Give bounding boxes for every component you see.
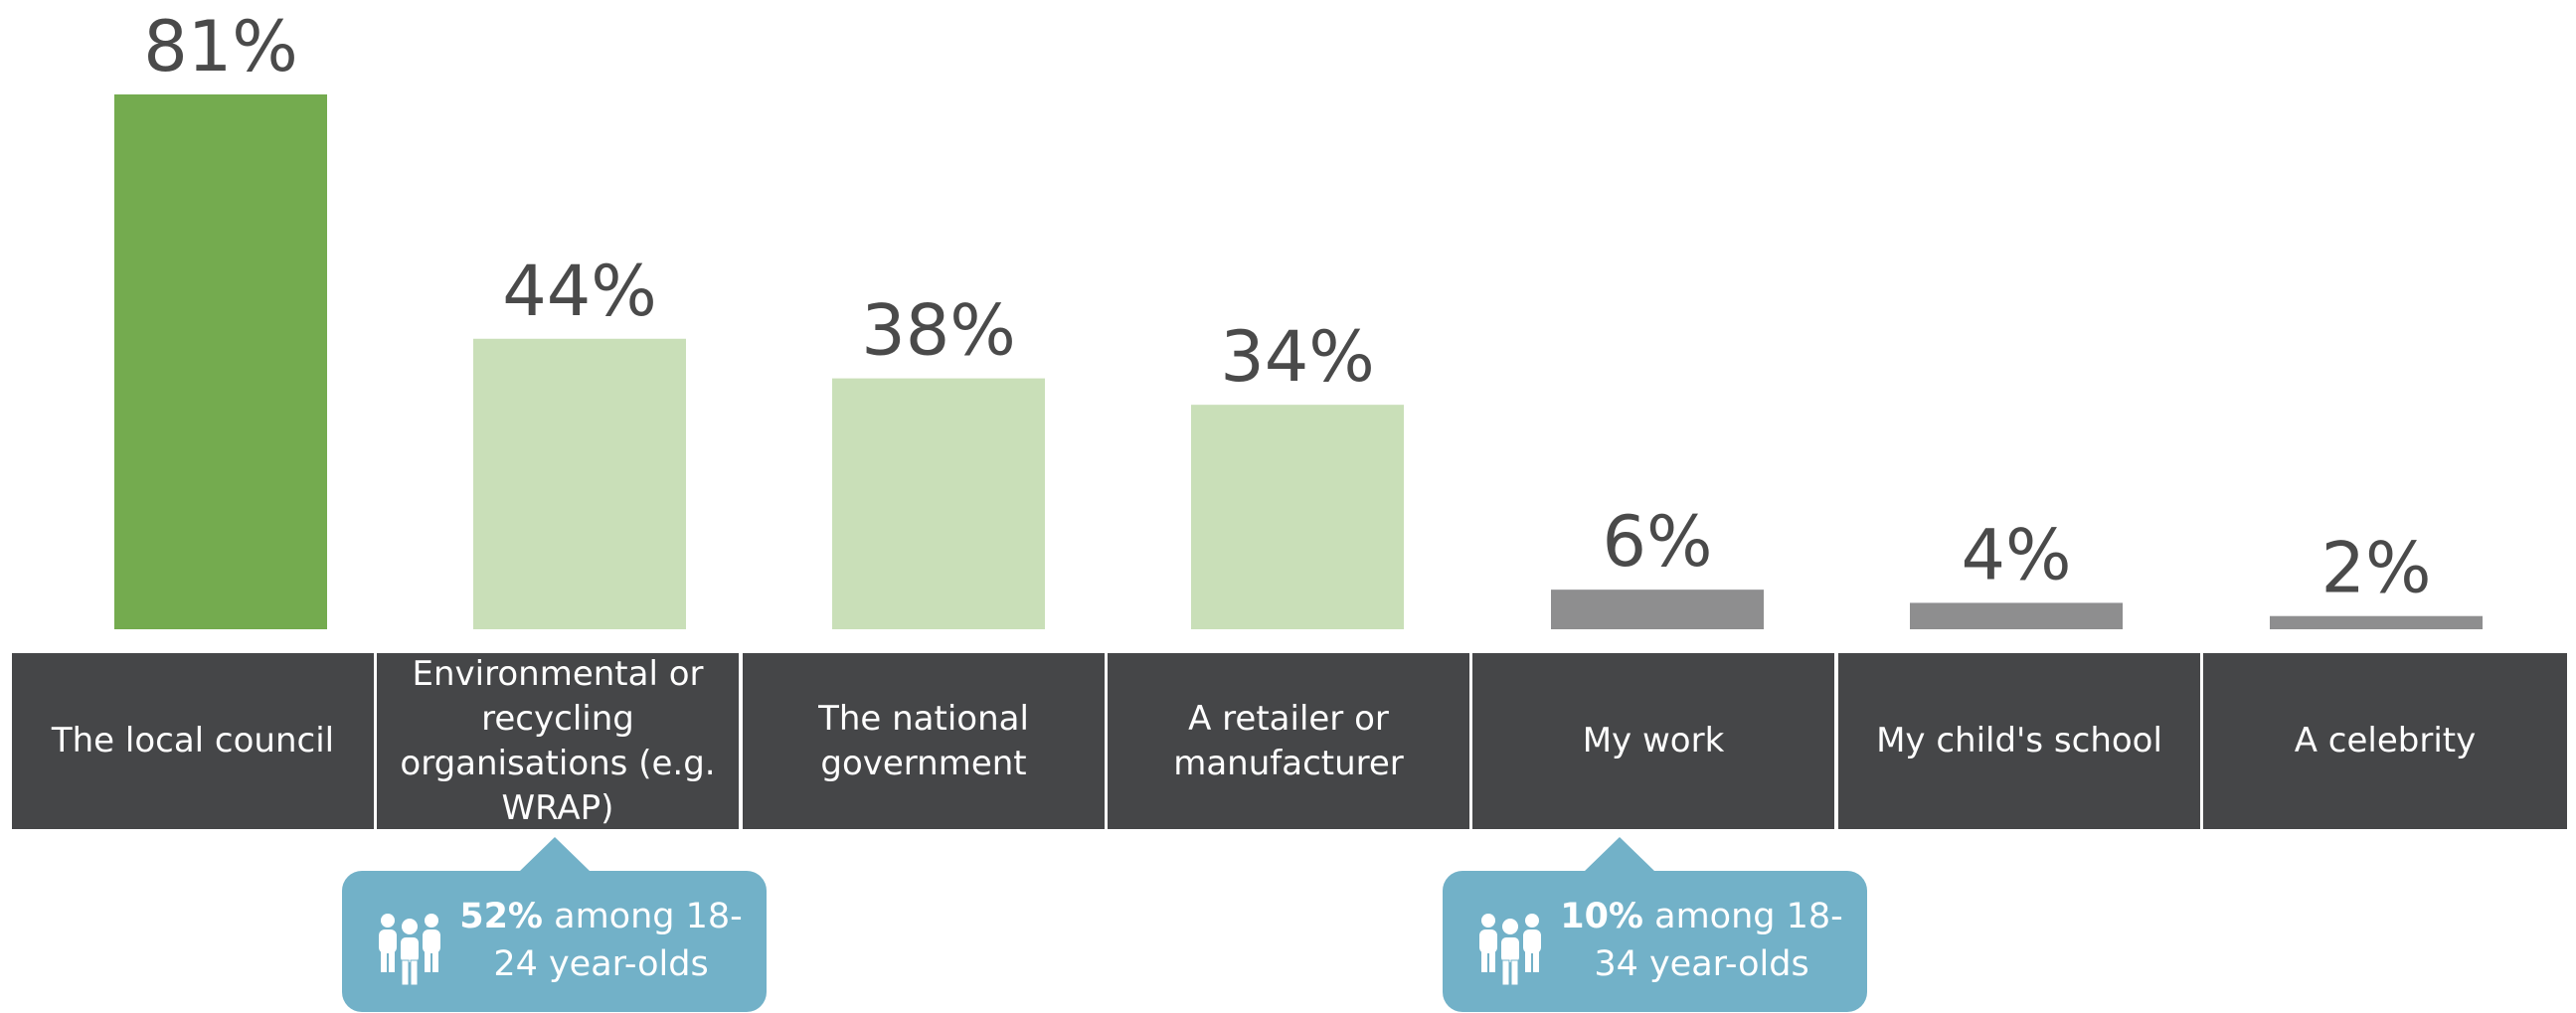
- category-cell: My work: [1472, 653, 1834, 829]
- callout-text: 10% among 18- 34 year-olds: [1552, 893, 1851, 988]
- bar-chart: 81% 44% 38% 34% 6% 4% 2%: [114, 6, 2483, 629]
- bar: [473, 338, 686, 629]
- value-label: 4%: [1961, 514, 2071, 595]
- callout-pointer: [519, 837, 591, 872]
- bar: [114, 94, 327, 629]
- bar: [1551, 590, 1764, 629]
- value-label: 81%: [143, 6, 298, 87]
- bar: [1191, 405, 1404, 629]
- callout-text-line2: 24 year-olds: [493, 944, 709, 984]
- callout-value: 10%: [1560, 897, 1643, 936]
- category-label: A celebrity: [2294, 721, 2477, 760]
- value-label: 34%: [1220, 316, 1375, 398]
- callout-value: 52%: [459, 897, 543, 936]
- callout-18-34: 10% among 18- 34 year-olds: [1443, 837, 1867, 1012]
- callout-18-24: 52% among 18- 24 year-olds: [342, 837, 767, 1012]
- category-cell: A celebrity: [2203, 653, 2567, 829]
- people-icon: [379, 914, 440, 986]
- callout-text-line2: 34 year-olds: [1594, 944, 1809, 984]
- category-label: Environmental or recycling organisations…: [400, 653, 716, 828]
- callout-text-line1: among 18-: [543, 897, 743, 936]
- category-label: The national government: [818, 698, 1029, 783]
- category-label: My child's school: [1876, 721, 2162, 760]
- bar: [1910, 602, 2123, 629]
- value-label: 38%: [861, 290, 1016, 372]
- value-label: 2%: [2320, 528, 2431, 609]
- category-band: The local council Environmental or recyc…: [12, 653, 2567, 829]
- category-cell: The national government: [743, 653, 1105, 829]
- category-cell: Environmental or recycling organisations…: [377, 653, 739, 829]
- category-cell: My child's school: [1838, 653, 2200, 829]
- callout-pointer: [1584, 837, 1655, 872]
- category-cell: The local council: [12, 653, 374, 829]
- value-label: 6%: [1602, 501, 1712, 583]
- category-label: My work: [1582, 721, 1725, 760]
- bar: [832, 378, 1045, 629]
- category-label: The local council: [51, 721, 335, 760]
- callout-text: 52% among 18- 24 year-olds: [451, 893, 751, 988]
- bar: [2270, 615, 2483, 629]
- category-label: A retailer or manufacturer: [1173, 698, 1404, 783]
- people-icon: [1479, 914, 1541, 986]
- category-cell: A retailer or manufacturer: [1108, 653, 1469, 829]
- callout-text-line1: among 18-: [1643, 897, 1843, 936]
- value-label: 44%: [502, 251, 657, 332]
